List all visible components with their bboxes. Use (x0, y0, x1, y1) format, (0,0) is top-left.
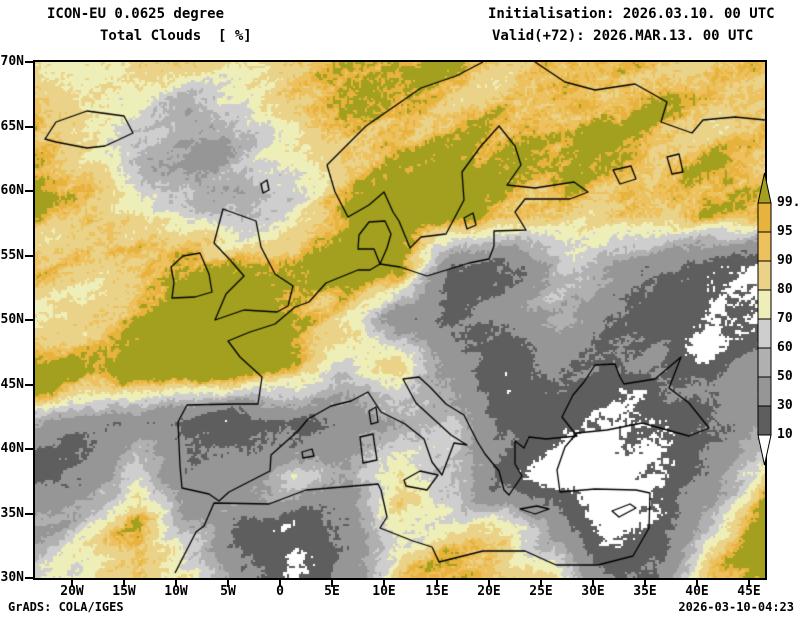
colorbar (757, 172, 772, 466)
lon-label: 45E (737, 584, 761, 599)
variable-title: Total Clouds [ %] (100, 28, 252, 44)
colorbar-value-label: 30 (777, 398, 793, 413)
colorbar-value-label: 60 (777, 340, 793, 355)
lon-tick (592, 580, 594, 587)
lon-label: 5W (220, 584, 236, 599)
lon-tick (696, 580, 698, 587)
lon-label: 15W (112, 584, 136, 599)
lat-label: 50N (0, 312, 24, 327)
model-title: ICON-EU 0.0625 degree (47, 6, 225, 22)
creation-timestamp: 2026-03-10-04:23 (678, 600, 794, 614)
lon-label: 20E (477, 584, 501, 599)
lat-label: 40N (0, 441, 24, 456)
lat-tick (25, 384, 33, 386)
lon-tick (279, 580, 281, 587)
lat-label: 30N (0, 570, 24, 585)
lon-tick (331, 580, 333, 587)
lat-label: 45N (0, 377, 24, 392)
lat-tick (25, 61, 33, 63)
lat-label: 35N (0, 506, 24, 521)
lon-tick (227, 580, 229, 587)
lon-tick (644, 580, 646, 587)
colorbar-value-label: 95 (777, 224, 793, 239)
lon-tick (123, 580, 125, 587)
lat-label: 60N (0, 183, 24, 198)
colorbar-segment (757, 260, 772, 291)
lon-label: 0 (276, 584, 284, 599)
lat-tick (25, 255, 33, 257)
lat-tick (25, 126, 33, 128)
colorbar-segment (757, 405, 772, 436)
lat-tick (25, 577, 33, 579)
colorbar-segment (757, 347, 772, 378)
colorbar-value-label: 80 (777, 282, 793, 297)
lon-tick (175, 580, 177, 587)
colorbar-segment (757, 231, 772, 262)
grads-credit: GrADS: COLA/IGES (8, 600, 124, 614)
map-frame (33, 60, 767, 580)
lon-label: 30E (581, 584, 605, 599)
colorbar-segment (757, 376, 772, 407)
lat-tick (25, 190, 33, 192)
colorbar-segment (757, 289, 772, 320)
colorbar-value-label: 90 (777, 253, 793, 268)
lon-label: 10E (372, 584, 396, 599)
lon-tick (748, 580, 750, 587)
cloud-cover-map-canvas (35, 62, 765, 578)
lon-label: 25E (529, 584, 553, 599)
lon-label: 40E (685, 584, 709, 599)
lon-tick (540, 580, 542, 587)
colorbar-segment (757, 202, 772, 233)
lat-label: 65N (0, 119, 24, 134)
lat-label: 55N (0, 248, 24, 263)
lon-label: 15E (425, 584, 449, 599)
lat-label: 70N (0, 54, 24, 69)
lon-tick (436, 580, 438, 587)
colorbar-value-label: 70 (777, 311, 793, 326)
lat-tick (25, 319, 33, 321)
colorbar-top-cap (757, 172, 772, 204)
lon-label: 35E (633, 584, 657, 599)
colorbar-value-label: 50 (777, 369, 793, 384)
lon-tick (488, 580, 490, 587)
colorbar-value-label: 99.5 (777, 195, 800, 210)
colorbar-value-label: 10 (777, 427, 793, 442)
initialisation-time: Initialisation: 2026.03.10. 00 UTC (488, 6, 775, 22)
lon-label: 5E (324, 584, 340, 599)
lat-tick (25, 513, 33, 515)
lon-label: 20W (60, 584, 84, 599)
lon-tick (71, 580, 73, 587)
colorbar-bottom-cap (757, 434, 772, 466)
colorbar-segment (757, 318, 772, 349)
valid-time: Valid(+72): 2026.MAR.13. 00 UTC (492, 28, 754, 44)
lat-tick (25, 448, 33, 450)
lon-tick (383, 580, 385, 587)
lon-label: 10W (164, 584, 188, 599)
